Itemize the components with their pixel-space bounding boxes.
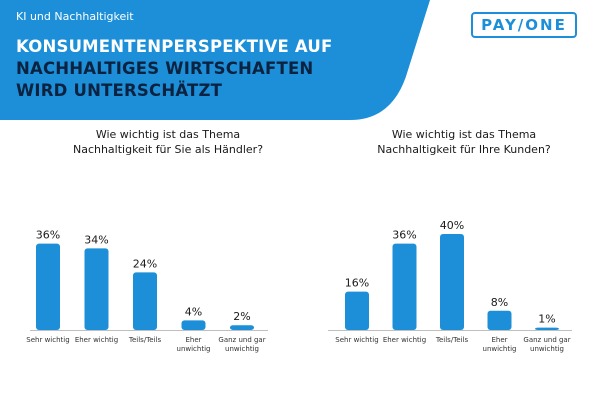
chart-right-category-label-4-line-2: unwichtig (483, 345, 517, 353)
chart-left-category-label-1: Sehr wichtig (26, 336, 69, 344)
chart-left-bar-4 (181, 320, 206, 330)
chart-left-category-label-2: Eher wichtig (75, 336, 118, 344)
chart-right-bar-4 (487, 310, 512, 330)
chart-left-bar-3 (133, 272, 157, 330)
chart-left-category-label-4-line-2: unwichtig (177, 345, 211, 353)
chart-right-value-label-1: 16% (345, 277, 369, 290)
chart-right-value-label-4: 8% (491, 296, 508, 309)
chart-left-value-label-2: 34% (84, 233, 108, 246)
chart-right-bar-1 (345, 291, 369, 330)
chart-right-value-label-3: 40% (440, 219, 464, 232)
header-banner (0, 0, 430, 120)
chart-right-category-label-5-line-2: unwichtig (530, 345, 564, 353)
headline-line-1: KONSUMENTENPERSPEKTIVE AUF (16, 37, 333, 56)
chart-left-value-label-1: 36% (36, 229, 60, 242)
chart-left-category-label-5-line-1: Ganz und gar (218, 336, 265, 344)
chart-right-category-label-2: Eher wichtig (383, 336, 426, 344)
chart-left-bar-5 (230, 325, 254, 330)
page-headline: KONSUMENTENPERSPEKTIVE AUF NACHHALTIGES … (16, 36, 376, 102)
payone-logo: PAY/ONE (471, 12, 577, 38)
chart-left-title-line-1: Wie wichtig ist das Thema (95, 128, 241, 141)
chart-right-title-line-1: Wie wichtig ist das Thema (391, 128, 537, 141)
chart-left-bar-1 (36, 243, 60, 330)
chart-left-title-line-2: Nachhaltigkeit für Sie als Händler? (72, 143, 264, 156)
chart-left-value-label-3: 24% (133, 257, 157, 270)
chart-right-bar-2 (392, 243, 417, 330)
chart-right-category-label-5-line-1: Ganz und gar (523, 336, 570, 344)
chart-left-category-label-5-line-2: unwichtig (225, 345, 259, 353)
headline-line-3: WIRD UNTERSCHÄTZT (16, 81, 223, 100)
chart-left-category-label-3: Teils/Teils (128, 336, 162, 344)
section-kicker: KI und Nachhaltigkeit (16, 10, 134, 23)
chart-right-category-label-4-line-1: Eher (491, 336, 507, 344)
chart-right-value-label-2: 36% (392, 229, 416, 242)
chart-right-title: Wie wichtig ist das Thema Nachhaltigkeit… (344, 127, 584, 157)
chart-right-title-line-2: Nachhaltigkeit für Ihre Kunden? (377, 143, 551, 156)
chart-left-title: Wie wichtig ist das Thema Nachhaltigkeit… (48, 127, 288, 157)
chart-right-bar-3 (440, 234, 464, 330)
chart-right-category-label-3: Teils/Teils (435, 336, 469, 344)
chart-left-category-label-4-line-1: Eher (185, 336, 201, 344)
chart-right-category-label-1: Sehr wichtig (335, 336, 378, 344)
chart-right-bar-5 (535, 327, 559, 330)
chart-right-value-label-5: 1% (538, 313, 555, 326)
chart-left-value-label-5: 2% (233, 310, 250, 323)
headline-line-2: NACHHALTIGES WIRTSCHAFTEN (16, 59, 314, 78)
chart-left-value-label-4: 4% (185, 305, 202, 318)
chart-left-bar-2 (84, 248, 109, 330)
